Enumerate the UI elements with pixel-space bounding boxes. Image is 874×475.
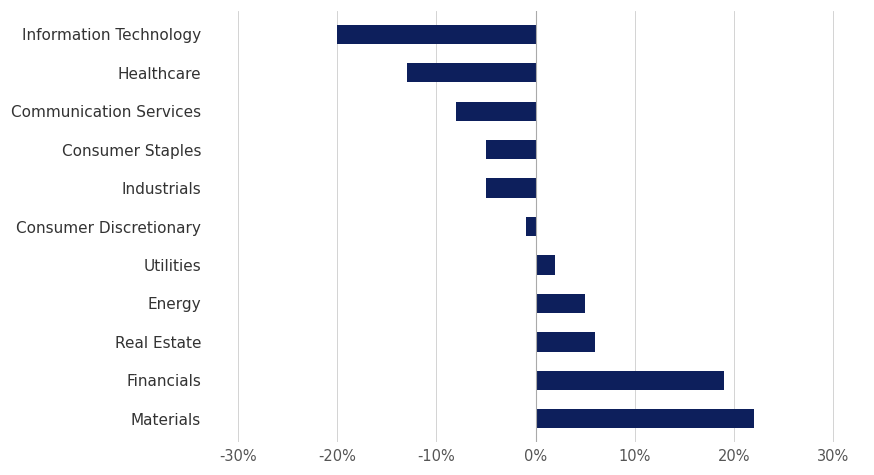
Bar xyxy=(536,256,555,275)
Bar xyxy=(536,294,585,313)
Bar xyxy=(406,63,536,82)
Bar xyxy=(486,140,536,159)
Bar xyxy=(486,179,536,198)
Bar xyxy=(525,217,536,236)
Bar xyxy=(536,371,724,390)
Bar xyxy=(536,409,753,428)
Bar xyxy=(456,102,536,121)
Bar xyxy=(337,25,536,44)
Bar xyxy=(536,332,595,352)
